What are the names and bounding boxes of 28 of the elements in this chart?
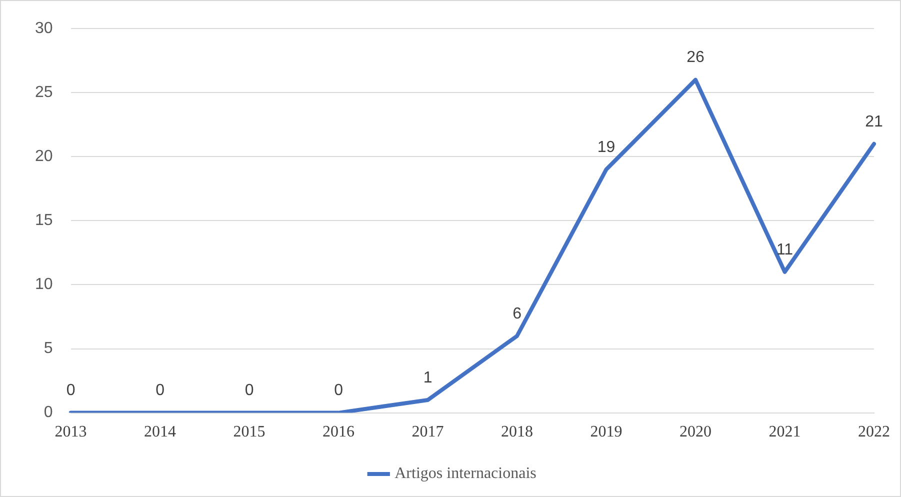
y-tick-label: 0 [44,404,53,422]
data-label: 19 [597,138,616,156]
data-label: 11 [776,241,794,258]
x-tick-label: 2017 [412,424,444,441]
data-label: 0 [66,382,76,400]
x-tick-label: 2019 [590,424,622,441]
x-tick-label: 2022 [858,424,890,441]
data-label: 0 [334,382,344,400]
y-tick-label: 5 [44,340,53,358]
x-tick-label: 2018 [501,424,534,441]
y-tick-label: 10 [35,276,53,294]
data-label: 26 [686,49,705,66]
x-tick-label: 2020 [680,424,712,441]
legend-label: Artigos internacionais [394,465,536,482]
x-tick-label: 2016 [322,424,355,441]
y-tick-label: 15 [35,212,53,230]
y-tick-label: 30 [35,20,53,38]
x-tick-label: 2013 [54,424,87,441]
data-label: 0 [244,382,254,400]
y-tick-label: 25 [35,84,53,102]
x-tick-label: 2014 [144,424,176,441]
data-label: 0 [156,382,165,400]
x-tick-label: 2021 [768,424,801,441]
data-label: 1 [423,369,432,386]
y-tick-label: 20 [35,148,53,166]
data-label: 6 [512,305,522,322]
data-label: 21 [865,113,883,130]
x-tick-label: 2015 [233,424,266,441]
